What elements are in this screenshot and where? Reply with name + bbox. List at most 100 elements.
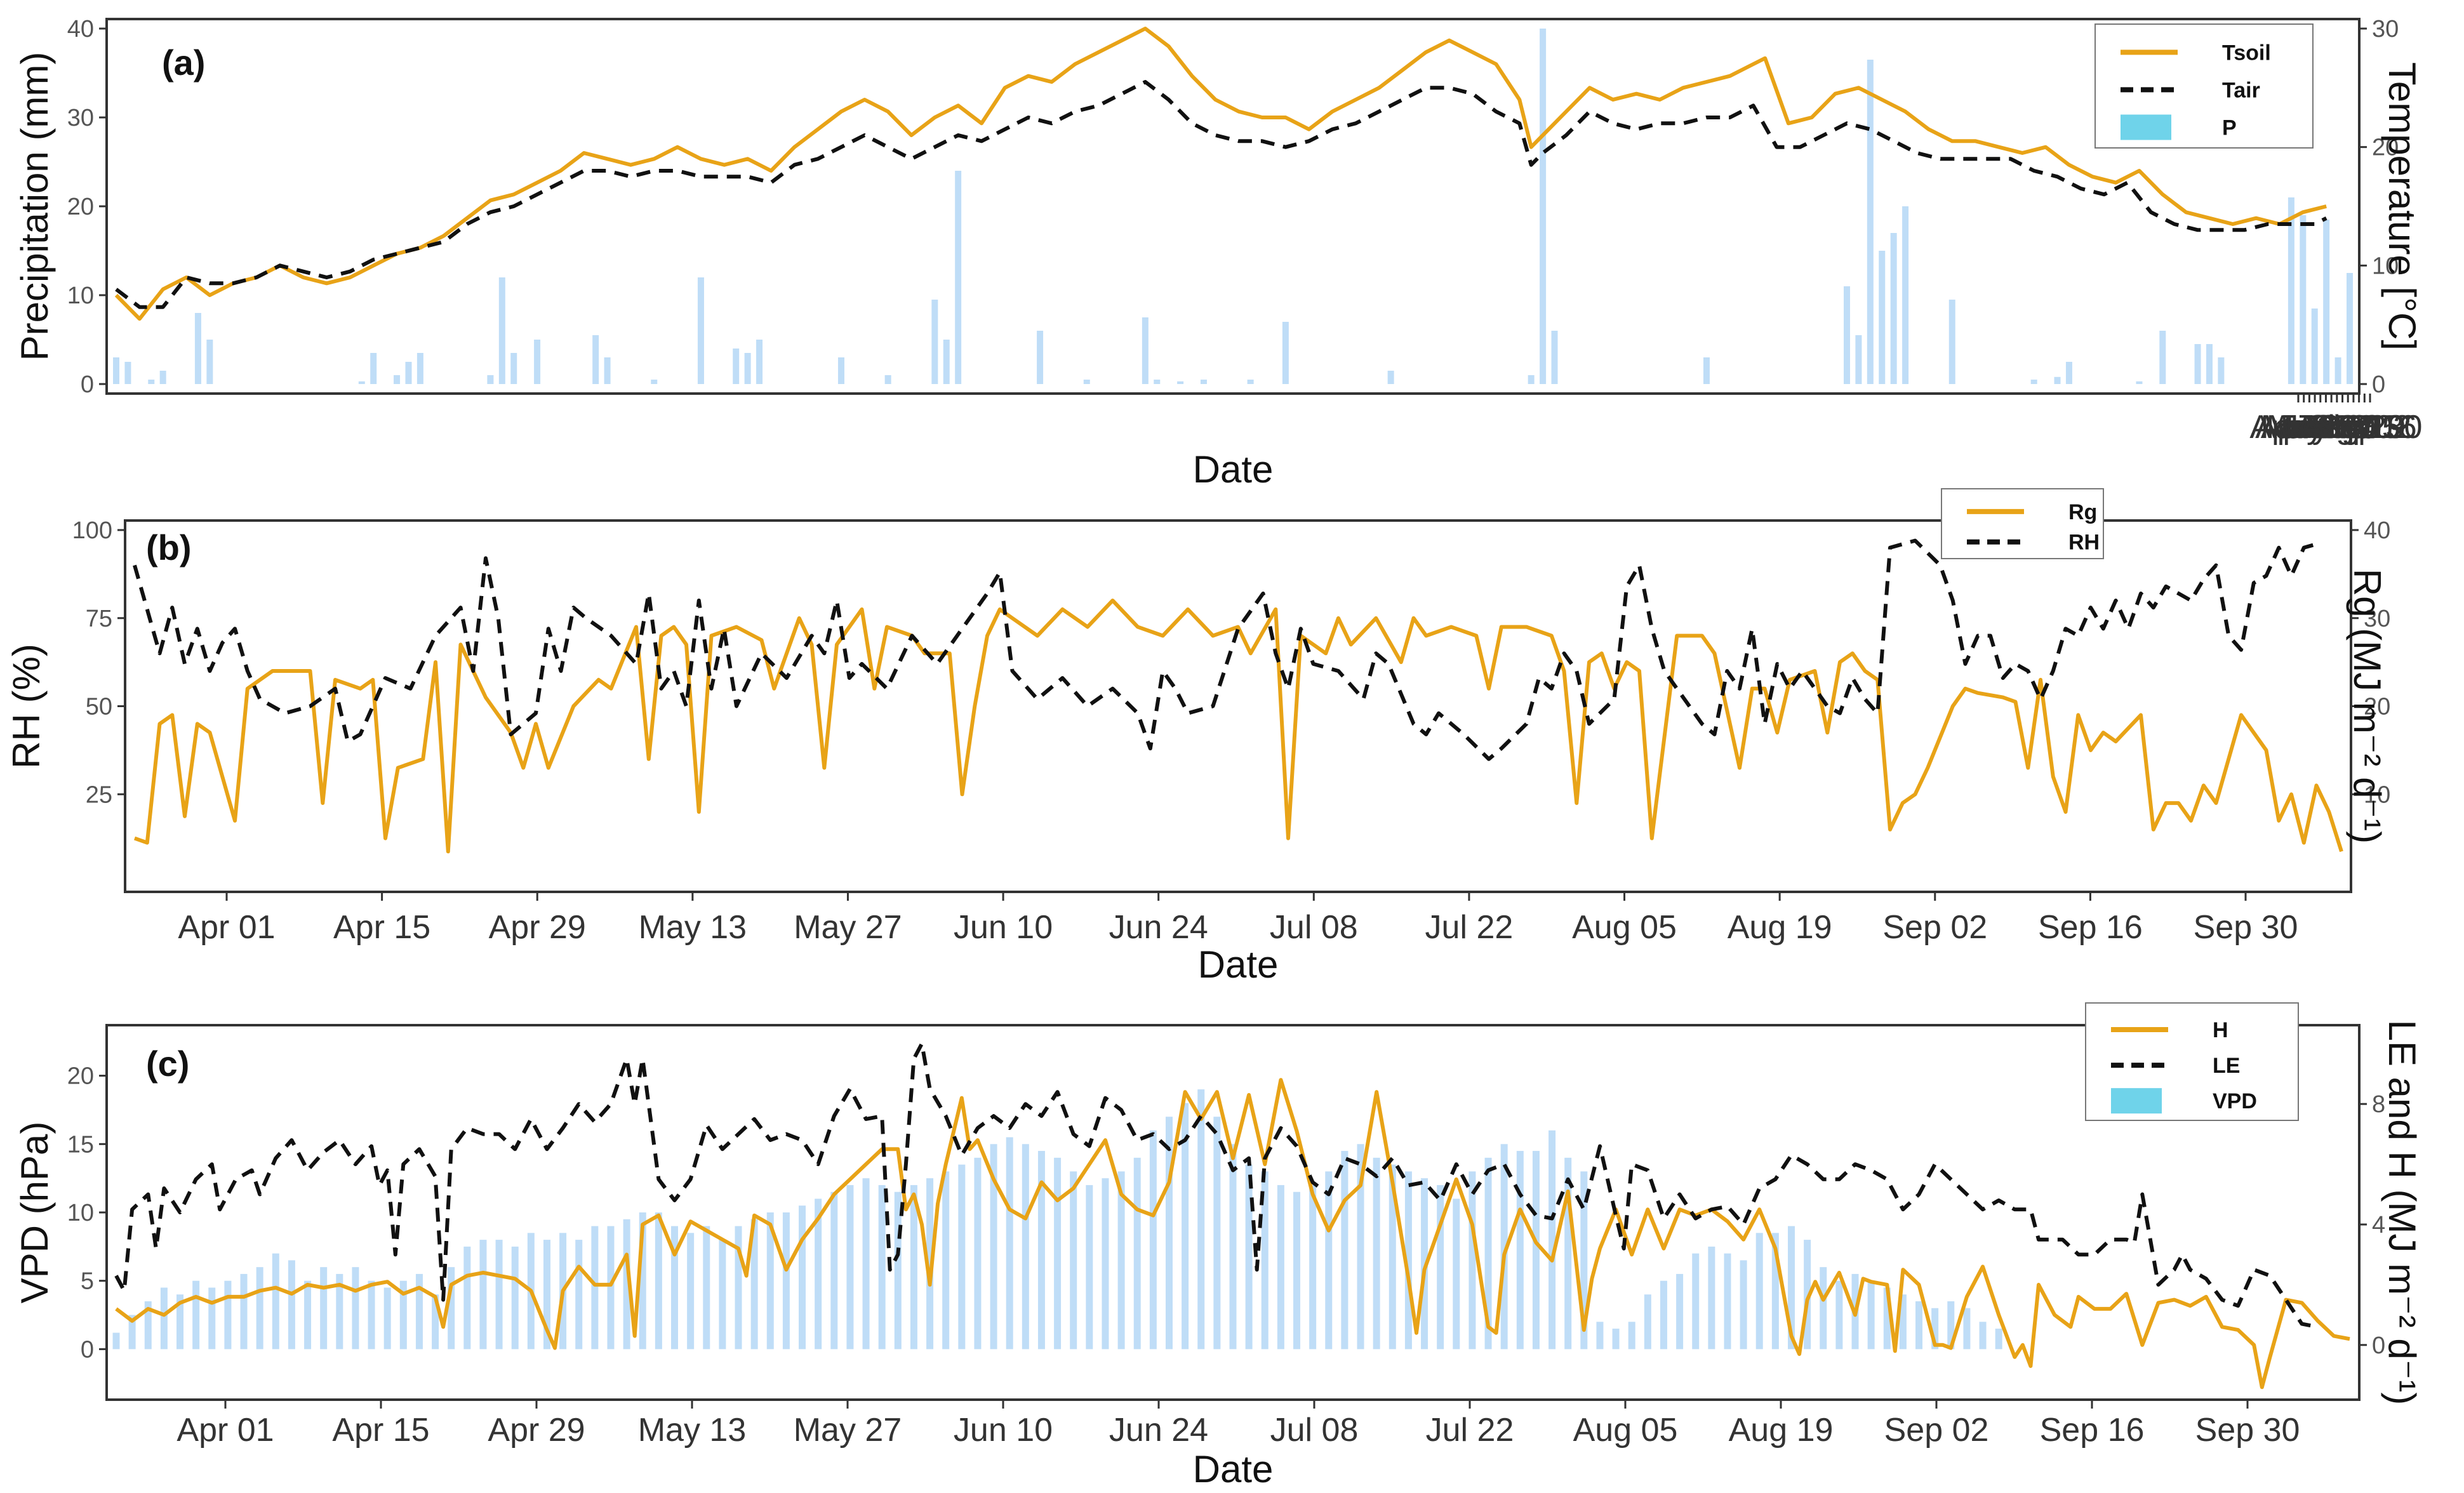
legend-box xyxy=(2094,23,2314,149)
bar-p-43 xyxy=(1879,251,1886,384)
bar-vpd-35 xyxy=(671,1226,678,1350)
panel-label: (a) xyxy=(162,43,205,83)
series-h-line xyxy=(115,1078,2350,1390)
ytick-right-label: 20 xyxy=(2364,694,2390,720)
legend-label-rg: Rg xyxy=(2068,500,2097,524)
bar-p-31 xyxy=(1177,381,1184,384)
legend-label-tair: Tair xyxy=(2222,78,2260,102)
bar-vpd-66 xyxy=(1165,1117,1173,1350)
bar-vpd-34 xyxy=(655,1212,662,1350)
ytick-right-label: 4 xyxy=(2372,1212,2385,1238)
bar-p-41 xyxy=(1855,335,1862,384)
series-tair-line xyxy=(115,80,2327,309)
ytick-left-label: 10 xyxy=(67,1200,94,1226)
bar-vpd-87 xyxy=(1500,1144,1508,1350)
panel-label: (b) xyxy=(146,528,192,567)
bar-p-28 xyxy=(1083,380,1090,384)
legend-label-vpd: VPD xyxy=(2213,1089,2257,1113)
bar-vpd-55 xyxy=(990,1144,997,1350)
bar-p-15 xyxy=(592,335,599,384)
xtick-label: Apr 29 xyxy=(489,909,586,946)
bar-vpd-57 xyxy=(1022,1144,1029,1350)
bar-p-52 xyxy=(2194,344,2201,384)
xtick-label: Apr 01 xyxy=(2249,409,2347,446)
ytick-right-label: 10 xyxy=(2364,781,2390,808)
xtick-label: Jun 10 xyxy=(954,1412,1053,1449)
bar-p-7 xyxy=(370,353,377,384)
bar-vpd-81 xyxy=(1404,1171,1412,1350)
bar-vpd-62 xyxy=(1102,1178,1109,1350)
bar-p-42 xyxy=(1867,60,1874,384)
bar-vpd-97 xyxy=(1660,1280,1667,1350)
xtick-label: May 27 xyxy=(2267,409,2375,446)
bar-vpd-73 xyxy=(1277,1184,1284,1350)
bar-p-26 xyxy=(955,171,962,384)
legend-key-vpd xyxy=(2111,1088,2162,1114)
xtick-label: Sep 30 xyxy=(2318,409,2423,446)
bar-vpd-29 xyxy=(575,1240,583,1350)
bar-vpd-48 xyxy=(878,1184,886,1350)
bar-p-8 xyxy=(394,375,401,384)
bar-vpd-74 xyxy=(1293,1191,1301,1350)
bar-vpd-23 xyxy=(479,1240,487,1350)
bar-p-57 xyxy=(2311,309,2318,384)
bar-vpd-20 xyxy=(432,1294,439,1350)
bar-vpd-104 xyxy=(1771,1233,1779,1350)
series-p-bars xyxy=(113,29,2353,384)
bar-p-53 xyxy=(2206,344,2213,384)
xtick-label: Apr 15 xyxy=(332,1412,429,1449)
ytick-right-label: 0 xyxy=(2372,1332,2385,1359)
bar-p-10 xyxy=(416,353,423,384)
xtick-label: Sep 30 xyxy=(2194,909,2298,946)
bar-vpd-41 xyxy=(766,1212,774,1350)
xtick-label: Jul 22 xyxy=(1425,909,1514,946)
bar-vpd-118 xyxy=(1995,1329,2002,1350)
xtick-label: Jun 24 xyxy=(1109,1412,1208,1449)
bar-vpd-89 xyxy=(1532,1151,1540,1350)
ytick-left-label: 20 xyxy=(67,1063,94,1090)
bar-vpd-31 xyxy=(607,1226,615,1350)
xtick-label: Sep 16 xyxy=(2312,409,2417,446)
bar-p-39 xyxy=(1703,357,1710,384)
bar-p-49 xyxy=(2065,362,2072,384)
bar-vpd-111 xyxy=(1883,1287,1891,1350)
bar-p-60 xyxy=(2347,273,2353,384)
bar-vpd-3 xyxy=(160,1287,168,1350)
bar-vpd-22 xyxy=(463,1246,471,1350)
bar-vpd-40 xyxy=(750,1219,758,1350)
bar-p-58 xyxy=(2323,220,2330,384)
bar-vpd-77 xyxy=(1341,1151,1349,1350)
bar-vpd-92 xyxy=(1580,1171,1588,1350)
bar-p-17 xyxy=(651,380,658,384)
bar-p-30 xyxy=(1154,380,1161,384)
bar-p-56 xyxy=(2300,215,2307,384)
bar-vpd-68 xyxy=(1197,1089,1205,1350)
bar-p-25 xyxy=(943,340,950,384)
bar-p-29 xyxy=(1142,317,1149,384)
x-axis-title: Date xyxy=(1193,1448,1274,1490)
bar-vpd-85 xyxy=(1468,1171,1476,1350)
ytick-right-label: 40 xyxy=(2364,517,2390,544)
bar-vpd-94 xyxy=(1612,1329,1620,1350)
bar-vpd-46 xyxy=(846,1184,854,1350)
bar-p-14 xyxy=(534,340,541,384)
bar-p-55 xyxy=(2288,197,2294,384)
bar-vpd-93 xyxy=(1596,1322,1604,1350)
bar-vpd-108 xyxy=(1835,1280,1843,1350)
xtick-label: May 13 xyxy=(638,1412,747,1449)
bar-p-51 xyxy=(2159,331,2166,384)
bar-vpd-69 xyxy=(1213,1117,1221,1350)
bar-vpd-27 xyxy=(543,1240,550,1350)
xtick-label: Sep 02 xyxy=(1884,1412,1989,1449)
bar-vpd-43 xyxy=(799,1205,806,1350)
bar-p-50 xyxy=(2136,381,2143,384)
y-axis-title-right: Rg (MJ m⁻² d⁻¹) xyxy=(2346,569,2388,844)
bar-p-47 xyxy=(2030,380,2037,384)
ytick-left-label: 25 xyxy=(86,781,112,808)
xtick-label: Sep 16 xyxy=(2040,1412,2145,1449)
bar-vpd-47 xyxy=(862,1178,870,1350)
bar-vpd-79 xyxy=(1373,1157,1380,1350)
bar-vpd-88 xyxy=(1516,1151,1524,1350)
bar-vpd-37 xyxy=(703,1226,710,1350)
